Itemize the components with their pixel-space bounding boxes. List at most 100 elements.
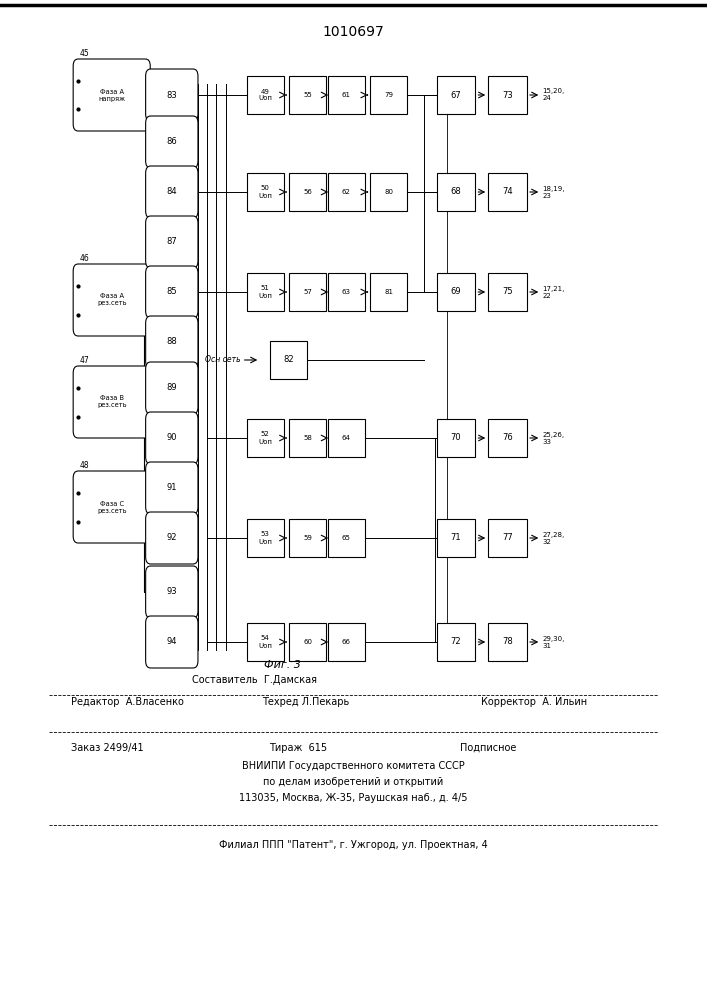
Text: ВНИИПИ Государственного комитета СССР: ВНИИПИ Государственного комитета СССР <box>242 761 465 771</box>
Text: Составитель  Г.Дамская: Составитель Г.Дамская <box>192 675 317 685</box>
FancyBboxPatch shape <box>270 341 307 379</box>
FancyBboxPatch shape <box>488 173 527 211</box>
FancyBboxPatch shape <box>488 419 527 457</box>
Text: 94: 94 <box>167 638 177 647</box>
FancyBboxPatch shape <box>146 69 198 121</box>
Text: 90: 90 <box>167 434 177 442</box>
FancyBboxPatch shape <box>437 76 475 114</box>
FancyBboxPatch shape <box>146 266 198 318</box>
FancyBboxPatch shape <box>73 471 150 543</box>
FancyBboxPatch shape <box>146 216 198 268</box>
Text: 83: 83 <box>166 91 177 100</box>
Text: 68: 68 <box>450 188 462 196</box>
FancyBboxPatch shape <box>328 419 365 457</box>
Text: 72: 72 <box>450 638 462 647</box>
Text: Техред Л.Пекарь: Техред Л.Пекарь <box>262 697 349 707</box>
Text: 17,21,
22: 17,21, 22 <box>542 286 565 298</box>
FancyBboxPatch shape <box>488 76 527 114</box>
Text: 88: 88 <box>166 338 177 347</box>
Text: 77: 77 <box>502 534 513 542</box>
FancyBboxPatch shape <box>488 519 527 557</box>
FancyBboxPatch shape <box>370 76 407 114</box>
FancyBboxPatch shape <box>247 273 284 311</box>
Text: 80: 80 <box>385 189 393 195</box>
Text: 63: 63 <box>342 289 351 295</box>
FancyBboxPatch shape <box>289 623 326 661</box>
Text: 85: 85 <box>166 288 177 296</box>
Text: Корректор  А. Ильин: Корректор А. Ильин <box>481 697 587 707</box>
Text: 1010697: 1010697 <box>322 25 385 39</box>
Text: 58: 58 <box>303 435 312 441</box>
Text: 82: 82 <box>283 356 294 364</box>
FancyBboxPatch shape <box>247 623 284 661</box>
FancyBboxPatch shape <box>370 273 407 311</box>
Text: 62: 62 <box>342 189 351 195</box>
Text: 87: 87 <box>166 237 177 246</box>
Text: 93: 93 <box>166 587 177 596</box>
Text: 71: 71 <box>450 534 462 542</box>
Text: Тираж  615: Тираж 615 <box>269 743 327 753</box>
Text: 54
Uоп: 54 Uоп <box>258 636 272 648</box>
Text: 55: 55 <box>303 92 312 98</box>
FancyBboxPatch shape <box>247 419 284 457</box>
Text: Фаза А
напряж: Фаза А напряж <box>98 89 125 102</box>
Text: Заказ 2499/41: Заказ 2499/41 <box>71 743 144 753</box>
Text: по делам изобретений и открытий: по делам изобретений и открытий <box>264 777 443 787</box>
Text: Осн сеть: Осн сеть <box>205 356 240 364</box>
FancyBboxPatch shape <box>437 623 475 661</box>
Text: 78: 78 <box>502 638 513 647</box>
Text: 48: 48 <box>79 461 89 470</box>
FancyBboxPatch shape <box>146 512 198 564</box>
FancyBboxPatch shape <box>328 173 365 211</box>
FancyBboxPatch shape <box>328 76 365 114</box>
Text: 92: 92 <box>167 534 177 542</box>
Text: 27,28,
32: 27,28, 32 <box>542 532 565 544</box>
Text: Фаза В
рез.сеть: Фаза В рез.сеть <box>97 395 127 408</box>
Text: Подписное: Подписное <box>460 743 516 753</box>
FancyBboxPatch shape <box>73 264 150 336</box>
FancyBboxPatch shape <box>247 173 284 211</box>
FancyBboxPatch shape <box>73 59 150 131</box>
Text: 64: 64 <box>342 435 351 441</box>
FancyBboxPatch shape <box>73 366 150 438</box>
Text: Фаза А
рез.сеть: Фаза А рез.сеть <box>97 294 127 306</box>
Text: 46: 46 <box>79 254 89 263</box>
FancyBboxPatch shape <box>437 519 475 557</box>
Text: 53
Uоп: 53 Uоп <box>258 532 272 544</box>
FancyBboxPatch shape <box>146 616 198 668</box>
Text: Филиал ППП "Патент", г. Ужгород, ул. Проектная, 4: Филиал ППП "Патент", г. Ужгород, ул. Про… <box>219 840 488 850</box>
Text: Редактор  А.Власенко: Редактор А.Власенко <box>71 697 184 707</box>
Text: 60: 60 <box>303 639 312 645</box>
FancyBboxPatch shape <box>247 519 284 557</box>
Text: 81: 81 <box>385 289 393 295</box>
Text: 84: 84 <box>166 188 177 196</box>
FancyBboxPatch shape <box>146 412 198 464</box>
Text: 67: 67 <box>450 91 462 100</box>
Text: 69: 69 <box>450 288 462 296</box>
FancyBboxPatch shape <box>289 273 326 311</box>
FancyBboxPatch shape <box>328 519 365 557</box>
FancyBboxPatch shape <box>146 362 198 414</box>
Text: 74: 74 <box>502 188 513 196</box>
FancyBboxPatch shape <box>437 173 475 211</box>
FancyBboxPatch shape <box>247 76 284 114</box>
FancyBboxPatch shape <box>289 76 326 114</box>
Text: 91: 91 <box>167 484 177 492</box>
Text: 15,20,
24: 15,20, 24 <box>542 89 565 102</box>
FancyBboxPatch shape <box>289 173 326 211</box>
Text: 76: 76 <box>502 434 513 442</box>
FancyBboxPatch shape <box>146 462 198 514</box>
FancyBboxPatch shape <box>437 419 475 457</box>
FancyBboxPatch shape <box>146 566 198 618</box>
Text: 18,19,
23: 18,19, 23 <box>542 186 565 198</box>
Text: 25,26,
33: 25,26, 33 <box>542 432 565 444</box>
Text: Фаза С
рез.сеть: Фаза С рез.сеть <box>97 500 127 514</box>
Text: Фиг. 3: Фиг. 3 <box>264 660 301 670</box>
Text: 59: 59 <box>303 535 312 541</box>
Text: 50
Uоп: 50 Uоп <box>258 186 272 198</box>
Text: 73: 73 <box>502 91 513 100</box>
FancyBboxPatch shape <box>289 519 326 557</box>
Text: 56: 56 <box>303 189 312 195</box>
FancyBboxPatch shape <box>370 173 407 211</box>
FancyBboxPatch shape <box>328 623 365 661</box>
